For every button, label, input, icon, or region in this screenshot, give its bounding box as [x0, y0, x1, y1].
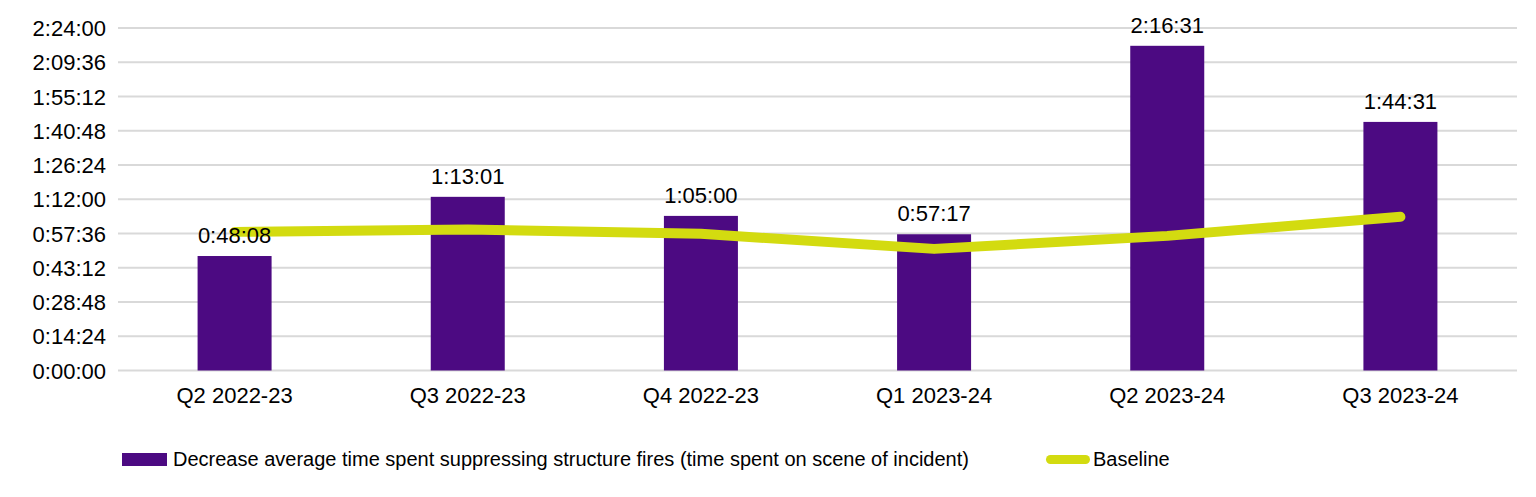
bar-series-swatch: [122, 453, 167, 466]
y-axis-tick-label: 0:43:12: [33, 256, 106, 281]
x-axis-label-q3-2023-24: Q3 2023-24: [1342, 383, 1458, 408]
baseline-series-label: Baseline: [1093, 444, 1170, 474]
y-axis-tick-label: 1:55:12: [33, 85, 106, 110]
y-axis-tick-label: 1:40:48: [33, 119, 106, 144]
data-label-q1-2023-24: 0:57:17: [897, 201, 970, 226]
bar-series-label: Decrease average time spent suppressing …: [173, 444, 969, 474]
y-axis-tick-label: 1:26:24: [33, 153, 106, 178]
x-axis-label-q2-2023-24: Q2 2023-24: [1109, 383, 1225, 408]
x-axis-label-q1-2023-24: Q1 2023-24: [876, 383, 992, 408]
bar-q3-2023-24: [1363, 122, 1437, 371]
bar-q2-2023-24: [1130, 46, 1204, 371]
y-axis-tick-label: 0:28:48: [33, 290, 106, 315]
y-axis-tick-label: 0:57:36: [33, 222, 106, 247]
y-axis-tick-label: 2:09:36: [33, 50, 106, 75]
bar-q3-2022-23: [431, 197, 505, 371]
data-label-q4-2022-23: 1:05:00: [664, 183, 737, 208]
x-axis-label-q4-2022-23: Q4 2022-23: [643, 383, 759, 408]
legend: Decrease average time spent suppressing …: [0, 444, 1536, 474]
plot-area: 2:24:00 2:09:36 1:55:12 1:40:48 1:26:24 1:12:…: [0, 0, 1536, 430]
baseline-series-swatch: [1046, 455, 1090, 464]
data-label-q3-2023-24: 1:44:31: [1364, 89, 1437, 114]
data-label-q2-2023-24: 2:16:31: [1131, 13, 1204, 38]
x-axis-label-q2-2022-23: Q2 2022-23: [176, 383, 292, 408]
y-axis-tick-label: 1:12:00: [33, 187, 106, 212]
bar-q2-2022-23: [198, 256, 272, 370]
legend-item-bar-series: Decrease average time spent suppressing …: [122, 444, 969, 474]
x-axis-label-q3-2022-23: Q3 2022-23: [410, 383, 526, 408]
data-label-q2-2022-23: 0:48:08: [198, 223, 271, 248]
y-axis-tick-label: 0:14:24: [33, 324, 106, 349]
y-axis-tick-label: 0:00:00: [33, 359, 106, 384]
quarterly-fire-suppression-time-chart: 2:24:00 2:09:36 1:55:12 1:40:48 1:26:24 1:12:…: [0, 0, 1536, 497]
data-label-q3-2022-23: 1:13:01: [431, 164, 504, 189]
bar-q1-2023-24: [897, 234, 971, 370]
y-axis-tick-label: 2:24:00: [33, 16, 106, 41]
legend-item-baseline: Baseline: [1046, 444, 1170, 474]
